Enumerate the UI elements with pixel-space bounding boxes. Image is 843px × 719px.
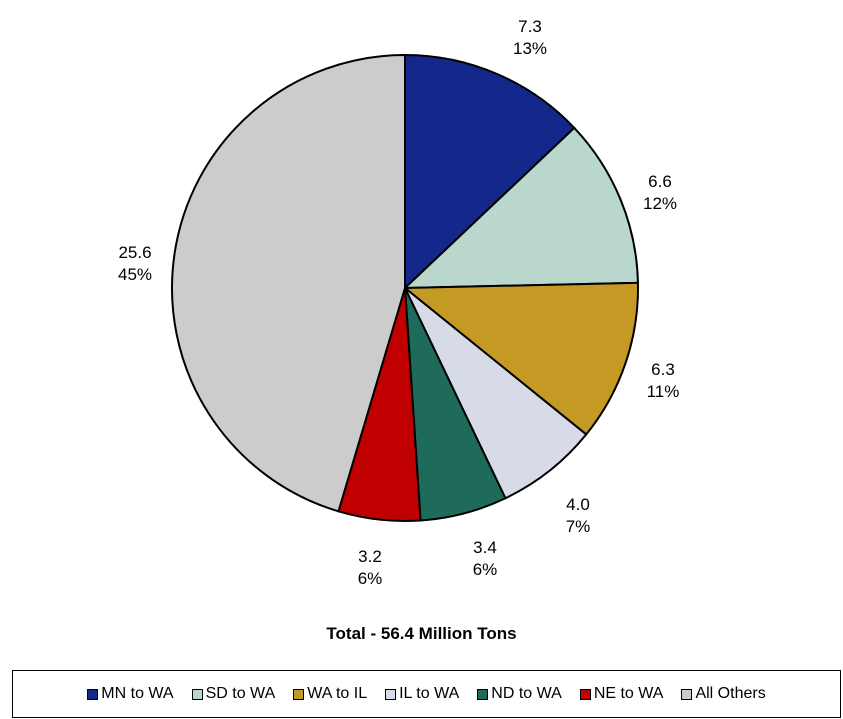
legend-item: NE to WA — [579, 685, 664, 703]
legend-swatch — [87, 688, 99, 700]
legend-item: All Others — [681, 685, 766, 703]
chart-title: Total - 56.4 Million Tons — [326, 624, 517, 643]
legend-swatch — [477, 688, 489, 700]
legend-label: WA to IL — [307, 685, 368, 702]
legend-label: SD to WA — [205, 685, 276, 702]
legend-item: ND to WA — [477, 685, 562, 703]
legend-item: WA to IL — [293, 685, 367, 703]
legend-label: ND to WA — [491, 685, 562, 702]
legend-swatch — [385, 688, 397, 700]
pie-slice-mn-to-wa — [404, 53, 576, 291]
legend-item: MN to WA — [87, 685, 174, 703]
data-label: 7.3 13% — [513, 17, 547, 58]
legend-item: SD to WA — [191, 685, 276, 703]
data-label: 25.6 45% — [118, 243, 152, 284]
legend-swatch — [293, 688, 305, 700]
legend-label: IL to WA — [399, 685, 460, 702]
data-label: 6.6 12% — [643, 172, 677, 213]
legend-label: NE to WA — [593, 685, 664, 702]
pie-slice-all-others — [171, 53, 406, 513]
pie-slice-sd-to-wa — [402, 126, 639, 290]
data-label: 6.3 11% — [647, 360, 680, 401]
pie-slice-wa-to-il — [402, 281, 639, 436]
legend-item: IL to WA — [385, 685, 459, 703]
pie-chart: 7.3 13% 6.6 12% 6.3 11% 4.0 7% 3.4 6% 3.2 6% 25.6 45% — [118, 17, 680, 588]
legend-swatch — [191, 688, 203, 700]
legend-swatch — [579, 688, 591, 700]
legend-label: MN to WA — [101, 685, 174, 702]
pie-slice-il-to-wa — [404, 287, 588, 500]
data-label: 3.2 6% — [358, 547, 383, 588]
data-label: 3.4 6% — [473, 538, 498, 579]
chart-legend: MN to WA SD to WA WA to IL IL to WA ND to WA… — [12, 670, 841, 718]
legend-swatch — [681, 688, 693, 700]
legend-label: All Others — [695, 685, 766, 702]
data-label: 4.0 7% — [566, 495, 591, 536]
